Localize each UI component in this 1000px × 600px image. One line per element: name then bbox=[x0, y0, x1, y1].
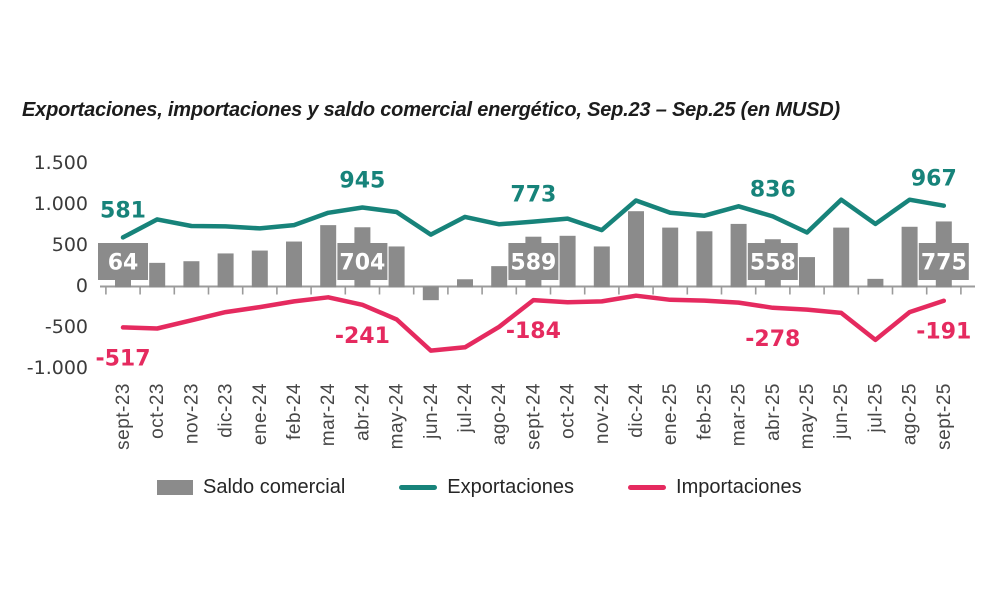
saldo-bar-nov-24 bbox=[593, 246, 610, 288]
saldo-bar-jul-24 bbox=[457, 279, 473, 288]
importaciones-callout-abr-24: -241 bbox=[335, 324, 390, 349]
x-axis-label: sept-23 bbox=[113, 383, 134, 450]
y-axis-label: -1.000 bbox=[27, 357, 88, 379]
x-axis-label: feb-25 bbox=[694, 383, 715, 440]
x-axis-label: mar-25 bbox=[729, 383, 750, 446]
legend-item-saldo-comercial: Saldo comercial bbox=[157, 476, 345, 499]
x-axis-label: nov-23 bbox=[181, 383, 202, 444]
importaciones-callout-abr-25: -278 bbox=[745, 327, 800, 352]
saldo-badge-value-sept-23: 64 bbox=[108, 251, 139, 276]
exportaciones-callout-abr-24: 945 bbox=[339, 169, 385, 194]
saldo-bar-may-25 bbox=[799, 257, 815, 288]
saldo-bar-ene-24 bbox=[251, 250, 268, 288]
x-axis-label: dic-23 bbox=[216, 383, 237, 438]
saldo-bar-ago-25 bbox=[901, 226, 918, 288]
saldo-bar-may-24 bbox=[388, 246, 405, 288]
legend-item-exportaciones: Exportaciones bbox=[399, 476, 574, 499]
exportaciones-callout-sept-23: 581 bbox=[100, 198, 146, 223]
saldo-bar-jun-24 bbox=[422, 286, 439, 301]
saldo-bar-oct-24 bbox=[559, 235, 576, 288]
legend-label-importaciones: Importaciones bbox=[676, 476, 802, 498]
saldo-badge-abr-25 bbox=[747, 243, 798, 280]
x-axis-label: ago-25 bbox=[900, 383, 921, 445]
x-axis-label: dic-24 bbox=[626, 383, 647, 438]
y-axis-label: 1.500 bbox=[34, 152, 88, 174]
saldo-bar-nov-23 bbox=[183, 261, 200, 288]
exportaciones-callout-abr-25: 836 bbox=[750, 177, 796, 202]
x-axis-label: mar-24 bbox=[318, 383, 339, 446]
saldo-badge-sept-24 bbox=[508, 243, 559, 280]
legend-item-importaciones: Importaciones bbox=[628, 476, 802, 499]
exportaciones-callout-sept-24: 773 bbox=[510, 183, 556, 208]
saldo-bar-sept-23 bbox=[115, 279, 131, 288]
chart-legend: Saldo comercial Exportaciones Importacio… bbox=[157, 476, 802, 499]
x-axis-label: jun-24 bbox=[421, 383, 442, 440]
saldo-bar-dic-24 bbox=[628, 211, 644, 288]
chart-title: Exportaciones, importaciones y saldo com… bbox=[22, 99, 840, 121]
saldo-bar-mar-24 bbox=[320, 225, 337, 288]
importaciones-callout-sept-24: -184 bbox=[506, 319, 561, 344]
x-axis-label: abr-24 bbox=[352, 383, 373, 441]
x-axis-label: may-25 bbox=[797, 383, 818, 449]
x-axis-label: nov-24 bbox=[592, 383, 613, 444]
saldo-badge-value-abr-25: 558 bbox=[750, 251, 796, 276]
saldo-bar-ene-25 bbox=[662, 227, 679, 288]
saldo-bar-jul-25 bbox=[867, 278, 884, 288]
x-axis-label: ene-25 bbox=[660, 383, 681, 445]
y-axis-label: 500 bbox=[52, 234, 88, 256]
saldo-bar-mar-25 bbox=[730, 223, 747, 288]
saldo-bar-oct-23 bbox=[149, 262, 166, 288]
y-axis-label: 0 bbox=[76, 275, 88, 297]
importaciones-line bbox=[120, 293, 947, 353]
saldo-bar-dic-23 bbox=[217, 253, 234, 288]
legend-label-saldo-comercial: Saldo comercial bbox=[203, 476, 346, 498]
saldo-badge-abr-24 bbox=[337, 243, 388, 280]
x-axis-label: jul-25 bbox=[865, 383, 886, 433]
saldo-badge-value-sept-25: 775 bbox=[921, 251, 967, 276]
y-axis-label: -500 bbox=[45, 316, 88, 338]
exportaciones-line bbox=[120, 197, 947, 240]
x-axis-label: ene-24 bbox=[250, 383, 271, 445]
saldo-bar-feb-24 bbox=[286, 241, 302, 288]
x-axis-label: oct-23 bbox=[147, 383, 168, 439]
x-axis-label: may-24 bbox=[387, 383, 408, 449]
x-axis-label: abr-25 bbox=[763, 383, 784, 441]
saldo-badge-value-sept-24: 589 bbox=[510, 251, 556, 276]
saldo-badge-sept-23 bbox=[98, 243, 148, 280]
x-axis-label: feb-24 bbox=[284, 383, 305, 440]
saldo-bar-ago-24 bbox=[491, 266, 508, 288]
exportaciones-callout-sept-25: 967 bbox=[911, 167, 957, 192]
x-axis-label: oct-24 bbox=[558, 383, 579, 439]
x-axis-label: jun-25 bbox=[831, 383, 852, 440]
x-axis-label: jul-24 bbox=[455, 383, 476, 433]
saldo-badge-value-abr-24: 704 bbox=[339, 251, 385, 276]
x-axis-label: sept-24 bbox=[523, 383, 544, 450]
saldo-bar-jun-25 bbox=[833, 227, 850, 288]
importaciones-callout-sept-23: -517 bbox=[95, 346, 150, 371]
y-axis-label: 1.000 bbox=[34, 193, 88, 215]
saldo-bar-feb-25 bbox=[696, 231, 713, 288]
saldo-comercial-swatch-icon bbox=[157, 480, 193, 495]
exportaciones-swatch-icon bbox=[399, 485, 438, 490]
legend-label-exportaciones: Exportaciones bbox=[447, 476, 575, 498]
saldo-badge-sept-25 bbox=[918, 243, 969, 280]
importaciones-swatch-icon bbox=[628, 485, 667, 490]
x-axis-label: sept-25 bbox=[934, 383, 955, 450]
importaciones-callout-sept-25: -191 bbox=[916, 320, 971, 345]
x-axis-label: ago-24 bbox=[489, 383, 510, 445]
